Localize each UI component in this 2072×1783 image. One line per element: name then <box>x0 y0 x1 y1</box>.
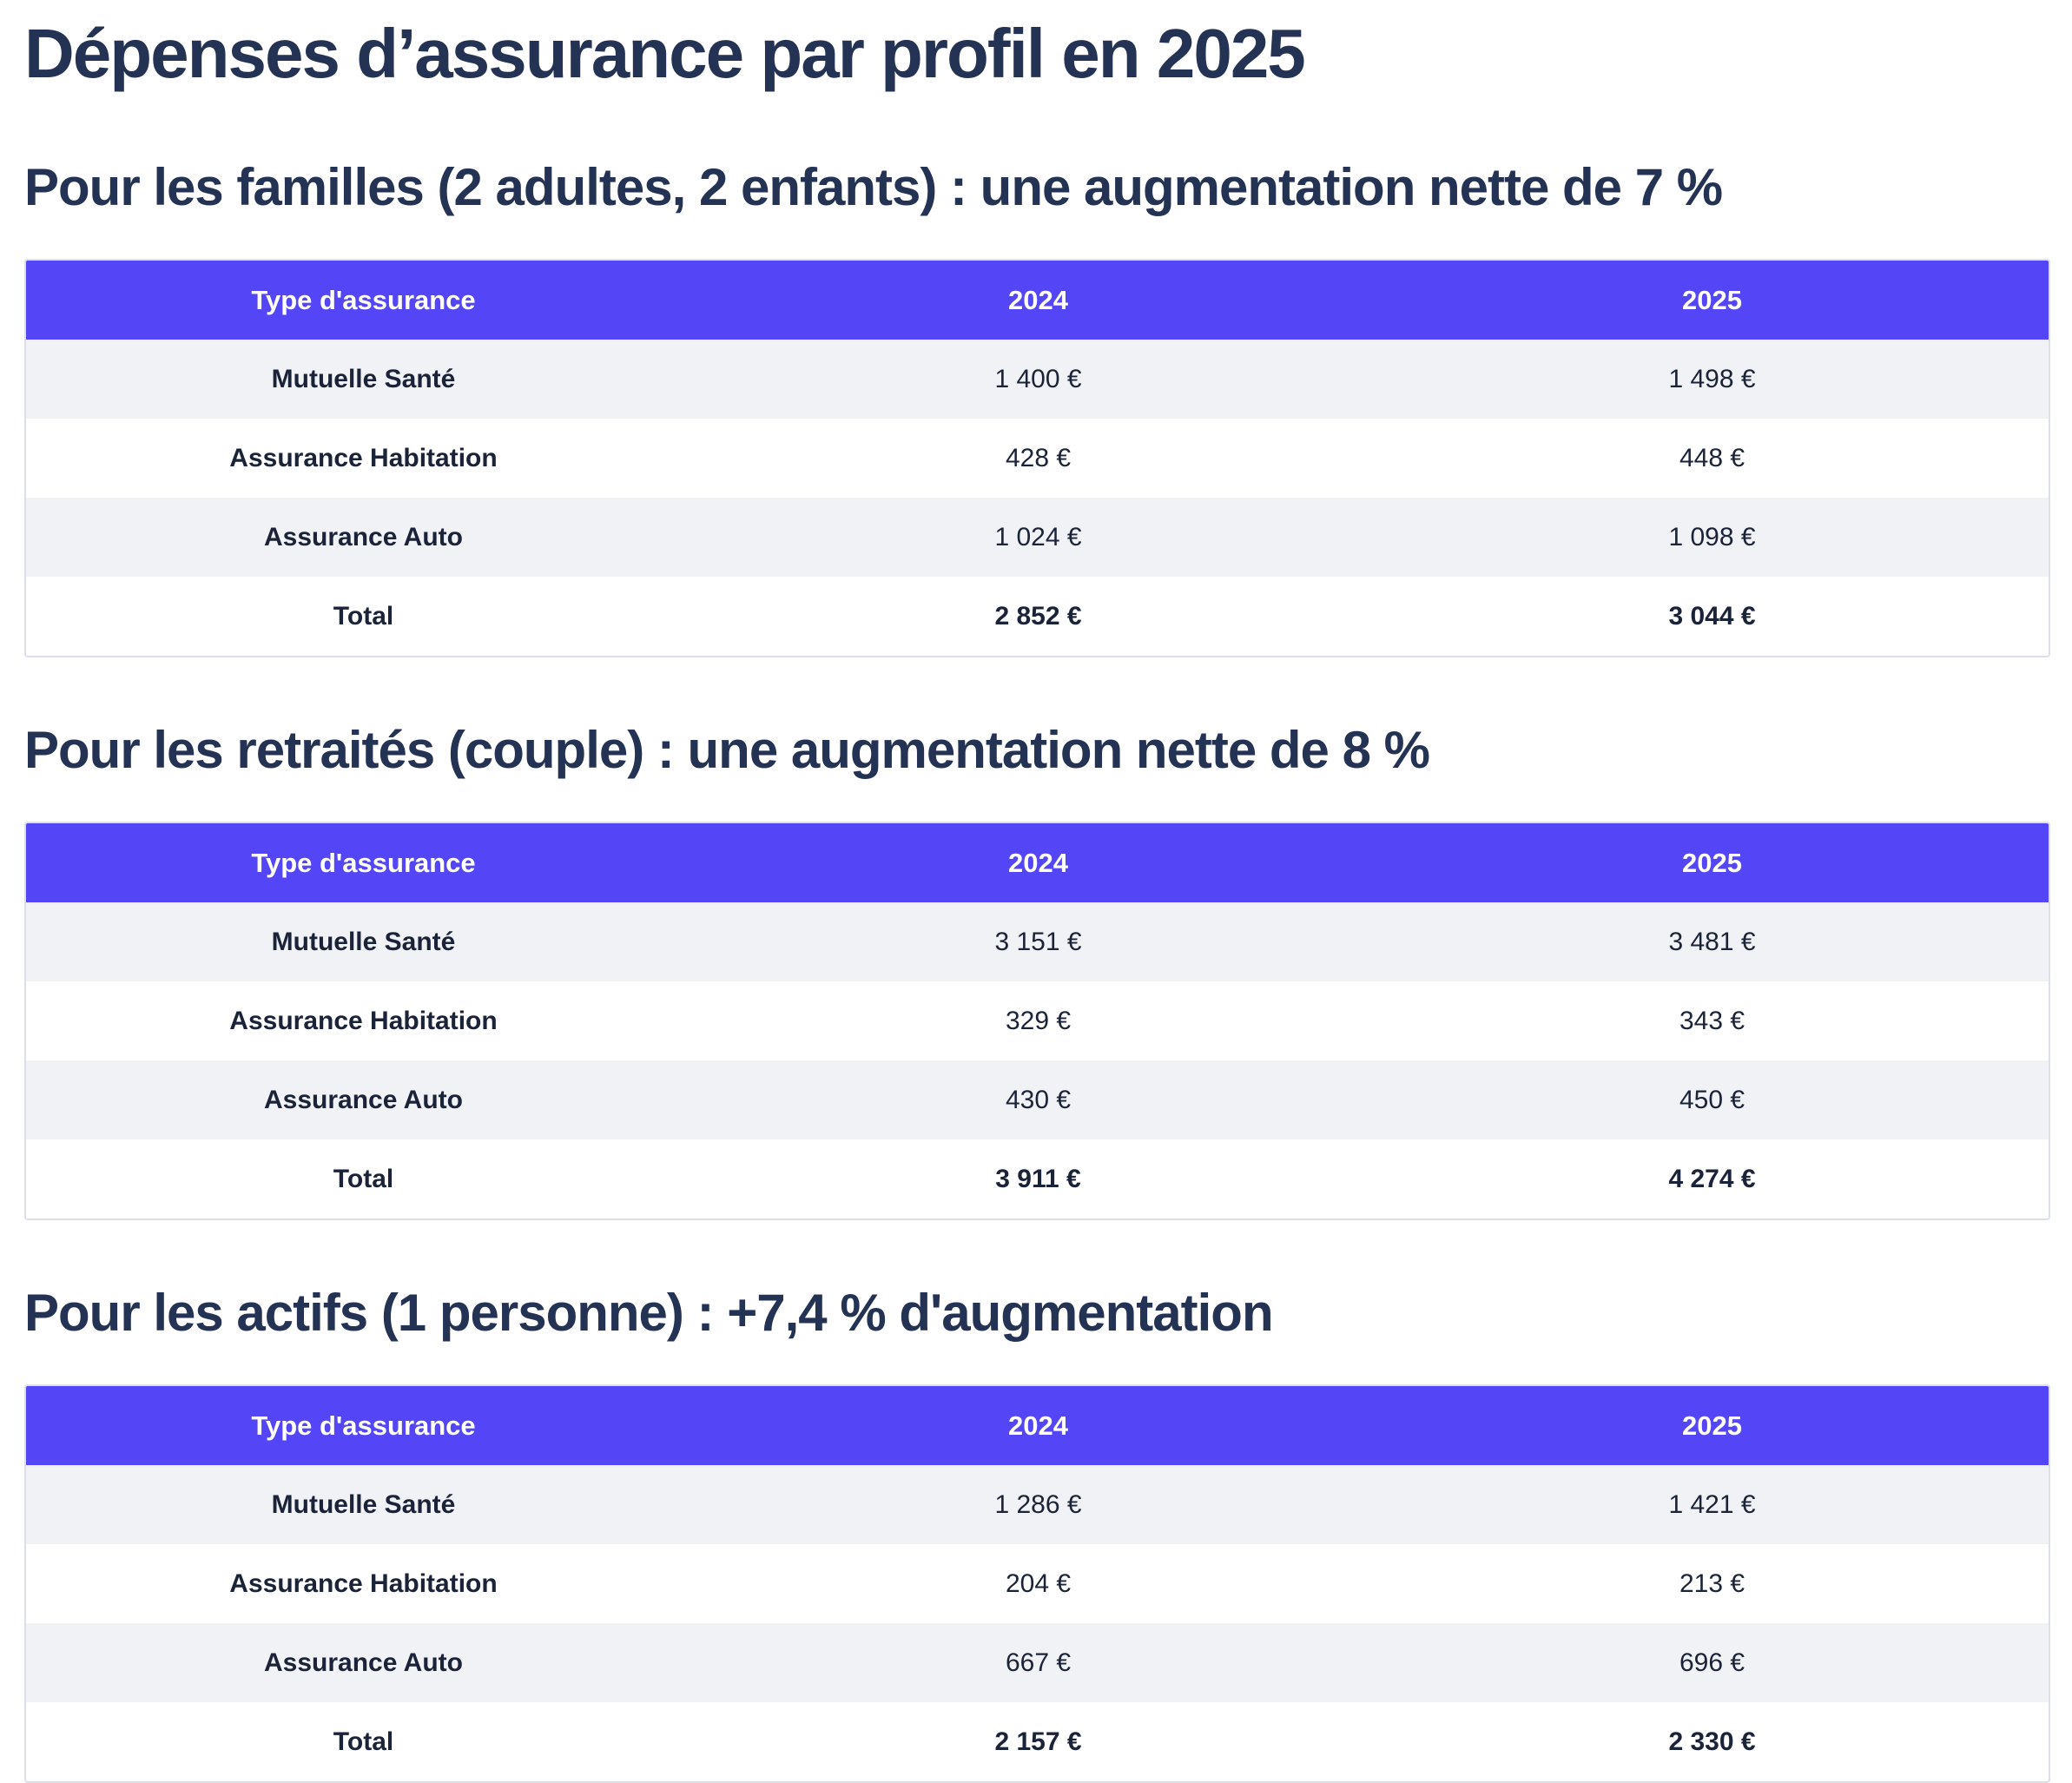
value-2025: 696 € <box>1679 1648 1745 1677</box>
value-2024: 329 € <box>1005 1006 1072 1035</box>
table-row: Assurance Auto 430 € 450 € <box>26 1060 2049 1139</box>
value-2025: 1 098 € <box>1668 522 1756 551</box>
value-2024: 667 € <box>1005 1648 1072 1677</box>
table-total-row: Total 2 852 € 3 044 € <box>26 577 2049 656</box>
row-label: Assurance Habitation <box>229 1006 498 1035</box>
row-label: Assurance Auto <box>264 1085 463 1114</box>
row-label: Assurance Habitation <box>229 1568 498 1598</box>
total-label: Total <box>333 601 394 631</box>
insurance-table: Type d'assurance 2024 2025 Mutuelle Sant… <box>24 1384 2050 1783</box>
total-2025: 4 274 € <box>1668 1164 1756 1193</box>
table-total-row: Total 2 157 € 2 330 € <box>26 1702 2049 1781</box>
row-label: Mutuelle Santé <box>271 1489 456 1519</box>
column-header-2024: 2024 <box>1008 1410 1068 1441</box>
value-2025: 1 498 € <box>1668 364 1756 393</box>
row-label: Assurance Auto <box>264 1648 463 1677</box>
table-row: Assurance Habitation 428 € 448 € <box>26 419 2049 498</box>
section-retirees: Pour les retraités (couple) : une augmen… <box>24 720 2050 1220</box>
total-label: Total <box>333 1727 394 1756</box>
table-row: Assurance Auto 667 € 696 € <box>26 1623 2049 1702</box>
insurance-table: Type d'assurance 2024 2025 Mutuelle Sant… <box>24 259 2050 657</box>
table-row: Mutuelle Santé 3 151 € 3 481 € <box>26 902 2049 981</box>
row-label: Assurance Auto <box>264 522 463 551</box>
total-label: Total <box>333 1164 394 1193</box>
value-2025: 343 € <box>1679 1006 1745 1035</box>
row-label: Assurance Habitation <box>229 443 498 472</box>
total-2024: 2 157 € <box>994 1727 1082 1756</box>
value-2024: 1 024 € <box>994 522 1082 551</box>
total-2025: 2 330 € <box>1668 1727 1756 1756</box>
value-2025: 1 421 € <box>1668 1489 1756 1519</box>
value-2025: 448 € <box>1679 443 1745 472</box>
value-2024: 3 151 € <box>994 927 1082 956</box>
section-workers: Pour les actifs (1 personne) : +7,4 % d'… <box>24 1283 2050 1783</box>
page-title: Dépenses d’assurance par profil en 2025 <box>24 15 1306 92</box>
table-row: Assurance Habitation 204 € 213 € <box>26 1544 2049 1623</box>
table-row: Mutuelle Santé 1 286 € 1 421 € <box>26 1465 2049 1544</box>
section-families: Pour les familles (2 adultes, 2 enfants)… <box>24 157 2050 657</box>
total-2024: 2 852 € <box>994 601 1082 631</box>
table-row: Assurance Auto 1 024 € 1 098 € <box>26 498 2049 577</box>
row-label: Mutuelle Santé <box>271 364 456 393</box>
column-header-type: Type d'assurance <box>251 847 476 878</box>
value-2025: 213 € <box>1679 1568 1745 1598</box>
column-header-2024: 2024 <box>1008 284 1068 315</box>
value-2024: 1 286 € <box>994 1489 1082 1519</box>
table-header-row: Type d'assurance 2024 2025 <box>26 1386 2049 1465</box>
value-2024: 428 € <box>1005 443 1072 472</box>
column-header-2025: 2025 <box>1682 284 1742 315</box>
value-2024: 1 400 € <box>994 364 1082 393</box>
column-header-type: Type d'assurance <box>251 1410 476 1441</box>
table-row: Assurance Habitation 329 € 343 € <box>26 981 2049 1060</box>
table-header-row: Type d'assurance 2024 2025 <box>26 261 2049 340</box>
value-2024: 204 € <box>1005 1568 1072 1598</box>
value-2025: 3 481 € <box>1668 927 1756 956</box>
section-title: Pour les actifs (1 personne) : +7,4 % d'… <box>24 1284 1274 1342</box>
total-2024: 3 911 € <box>995 1164 1081 1193</box>
column-header-2025: 2025 <box>1682 847 1742 878</box>
insurance-table: Type d'assurance 2024 2025 Mutuelle Sant… <box>24 822 2050 1220</box>
column-header-2024: 2024 <box>1008 847 1068 878</box>
column-header-2025: 2025 <box>1682 1410 1742 1441</box>
section-title: Pour les familles (2 adultes, 2 enfants)… <box>24 158 1723 216</box>
value-2024: 430 € <box>1005 1085 1072 1114</box>
table-header-row: Type d'assurance 2024 2025 <box>26 823 2049 902</box>
table-total-row: Total 3 911 € 4 274 € <box>26 1139 2049 1218</box>
value-2025: 450 € <box>1679 1085 1745 1114</box>
total-2025: 3 044 € <box>1668 601 1756 631</box>
section-title: Pour les retraités (couple) : une augmen… <box>24 721 1430 779</box>
row-label: Mutuelle Santé <box>271 927 456 956</box>
column-header-type: Type d'assurance <box>251 284 476 315</box>
table-row: Mutuelle Santé 1 400 € 1 498 € <box>26 340 2049 419</box>
